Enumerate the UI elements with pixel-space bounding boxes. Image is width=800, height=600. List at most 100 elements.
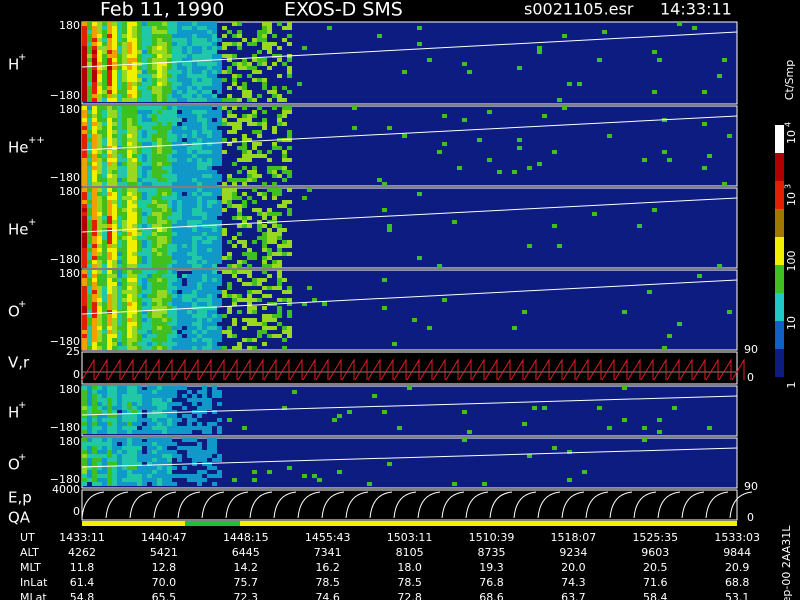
spectrogram-cell [227, 326, 232, 330]
spectrogram-cell [87, 334, 92, 338]
spectrogram-cell [102, 244, 107, 248]
colorbar-label: 1 [785, 382, 798, 389]
spectrogram-cell [142, 318, 147, 322]
spectrogram-cell [137, 410, 142, 414]
spectrogram-cell [87, 46, 92, 50]
spectrogram-cell [97, 42, 102, 46]
spectrogram-cell [217, 228, 222, 232]
spectrogram-cell [117, 204, 122, 208]
spectrogram-cell [117, 192, 122, 196]
spectrogram-cell [172, 244, 177, 248]
spectrogram-cell [232, 192, 237, 196]
spectrogram-cell [87, 302, 92, 306]
spectrogram-cell [282, 62, 287, 66]
spectrogram-cell [382, 208, 387, 212]
spectrogram-cell [82, 90, 87, 94]
spectrogram-cell [207, 174, 212, 178]
spectrogram-cell [102, 278, 107, 282]
spectrogram-cell [157, 334, 162, 338]
spectrogram-cell [117, 414, 122, 418]
spectrogram-cell [102, 126, 107, 130]
spectrogram-cell [252, 58, 257, 62]
spectrogram-cell [217, 62, 222, 66]
spectrogram-cell [147, 290, 152, 294]
spectrogram-cell [162, 248, 167, 252]
spectrogram-cell [197, 58, 202, 62]
spectrogram-cell [107, 122, 112, 126]
spectrogram-cell [172, 182, 177, 186]
spectrogram-cell [172, 138, 177, 142]
spectrogram-cell [197, 82, 202, 86]
spectrogram-cell [92, 106, 97, 110]
spectrogram-cell [157, 426, 162, 430]
spectrogram-cell [182, 150, 187, 154]
spectrogram-cell [137, 470, 142, 474]
spectrogram-cell [262, 236, 267, 240]
spectrogram-cell [162, 326, 167, 330]
spectrogram-cell [142, 158, 147, 162]
spectrogram-cell [172, 58, 177, 62]
spectrogram-cell [207, 50, 212, 54]
ephem-name: UT [20, 531, 35, 544]
spectrogram-cell [312, 298, 317, 302]
spectrogram-cell [112, 208, 117, 212]
spectrogram-cell [242, 252, 247, 256]
spectrogram-cell [197, 318, 202, 322]
spectrogram-cell [137, 306, 142, 310]
spectrogram-cell [207, 346, 212, 350]
spectrogram-cell [282, 158, 287, 162]
spectrogram-cell [142, 90, 147, 94]
spectrogram-cell [82, 458, 87, 462]
spectrogram-cell [117, 106, 122, 110]
spectrogram-cell [202, 114, 207, 118]
spectrogram-cell [202, 62, 207, 66]
spectrogram-cell [382, 306, 387, 310]
spectrogram-cell [172, 270, 177, 274]
spectrogram-cell [132, 154, 137, 158]
spectrogram-cell [237, 232, 242, 236]
spectrogram-cell [137, 134, 142, 138]
spectrogram-cell [97, 438, 102, 442]
spectrogram-cell [127, 302, 132, 306]
spectrogram-cell [212, 182, 217, 186]
spectrogram-cell [112, 248, 117, 252]
spectrogram-cell [257, 130, 262, 134]
spectrogram-cell [212, 346, 217, 350]
spectrogram-cell [277, 114, 282, 118]
spectrogram-cell [717, 264, 722, 268]
spectrogram-cell [242, 200, 247, 204]
spectrogram-cell [197, 94, 202, 98]
spectrogram-cell [392, 342, 397, 346]
spectrogram-cell [92, 224, 97, 228]
spectrogram-cell [217, 278, 222, 282]
spectrogram-cell [187, 174, 192, 178]
spectrogram-cell [162, 22, 167, 26]
spectrogram-cell [142, 282, 147, 286]
spectrogram-cell [242, 38, 247, 42]
spectrogram-cell [157, 402, 162, 406]
spectrogram-cell [202, 248, 207, 252]
spectrogram-cell [282, 326, 287, 330]
spectrogram-cell [142, 260, 147, 264]
spectrogram-cell [87, 474, 92, 478]
spectrogram-cell [202, 70, 207, 74]
spectrogram-cell [152, 450, 157, 454]
spectrogram-cell [172, 338, 177, 342]
spectrogram-cell [142, 334, 147, 338]
spectrogram-cell [192, 114, 197, 118]
spectrogram-cell [177, 326, 182, 330]
colorbar-segment [775, 321, 784, 349]
spectrogram-cell [92, 290, 97, 294]
spectrogram-cell [87, 398, 92, 402]
spectrogram-cell [127, 196, 132, 200]
spectrogram-cell [142, 154, 147, 158]
spectrogram-cell [132, 232, 137, 236]
spectrogram-cell [127, 270, 132, 274]
spectrogram-cell [92, 30, 97, 34]
spectrogram-cell [137, 270, 142, 274]
spectrogram-cell [137, 310, 142, 314]
spectrogram-cell [212, 282, 217, 286]
spectrogram-cell [207, 260, 212, 264]
spectrogram-cell [167, 26, 172, 30]
spectrogram-cell [147, 98, 152, 102]
